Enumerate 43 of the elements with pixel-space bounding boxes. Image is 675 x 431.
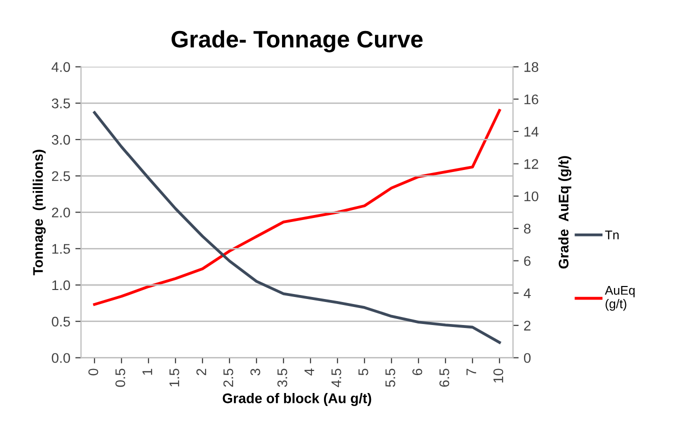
y2-tick-label: 14 [524, 126, 538, 136]
chart-title: Grade- Tonnage Curve [172, 30, 423, 52]
x-tick-label: 10 [493, 368, 504, 383]
y-axis-title: Tonnage (millions) [32, 150, 46, 276]
legend-label: AuEq (g/t) [604, 286, 635, 311]
y2-tick-label: 2 [524, 320, 530, 330]
y-tick-label: 0.5 [52, 316, 70, 327]
x-tick-label: 3 [250, 368, 260, 376]
y2-tick-label: 8 [524, 224, 531, 234]
legend-label: Tn [605, 230, 619, 240]
x-tick-label: 4 [304, 368, 314, 376]
y-tick-label: 3.0 [52, 134, 70, 145]
x-tick-label: 0 [88, 368, 98, 376]
y2-axis-title: Grade AuEq (g/t) [558, 156, 572, 269]
x-tick-label: 1 [142, 368, 152, 375]
y2-tick-label: 6 [524, 256, 531, 266]
x-tick-label: 7 [466, 368, 476, 376]
x-tick-label: 0.5 [115, 368, 126, 387]
y2-tick-label: 0 [524, 353, 531, 363]
y2-tick-label: 12 [524, 159, 538, 169]
y2-tick-label: 18 [524, 62, 538, 72]
y2-tick-label: 4 [524, 288, 531, 298]
x-tick-label: 6 [412, 368, 422, 376]
y-tick-label: 1.5 [52, 244, 70, 254]
x-tick-label: 2.5 [223, 368, 234, 387]
y-tick-label: 2.5 [52, 171, 70, 182]
line-series [93, 111, 501, 344]
x-tick-label: 1.5 [170, 368, 180, 386]
x-tick-label: 3.5 [277, 368, 288, 387]
x-tick-label: 5.5 [386, 368, 396, 387]
x-axis-title: Grade of block (Au g/t) [222, 393, 372, 406]
y-tick-label: 4.0 [52, 62, 70, 72]
y-tick-label: 3.5 [52, 98, 70, 108]
line-series [93, 109, 501, 306]
x-tick-label: 5 [358, 368, 368, 376]
y2-tick-label: 10 [524, 191, 538, 202]
x-tick-label: 6.5 [439, 368, 450, 387]
y-tick-label: 2.0 [52, 208, 70, 218]
y-tick-label: 1.0 [52, 280, 70, 290]
x-tick-label: 2 [196, 368, 206, 376]
y2-tick-label: 16 [524, 94, 538, 104]
x-tick-label: 4.5 [332, 368, 342, 388]
y-tick-label: 0.0 [52, 353, 70, 363]
